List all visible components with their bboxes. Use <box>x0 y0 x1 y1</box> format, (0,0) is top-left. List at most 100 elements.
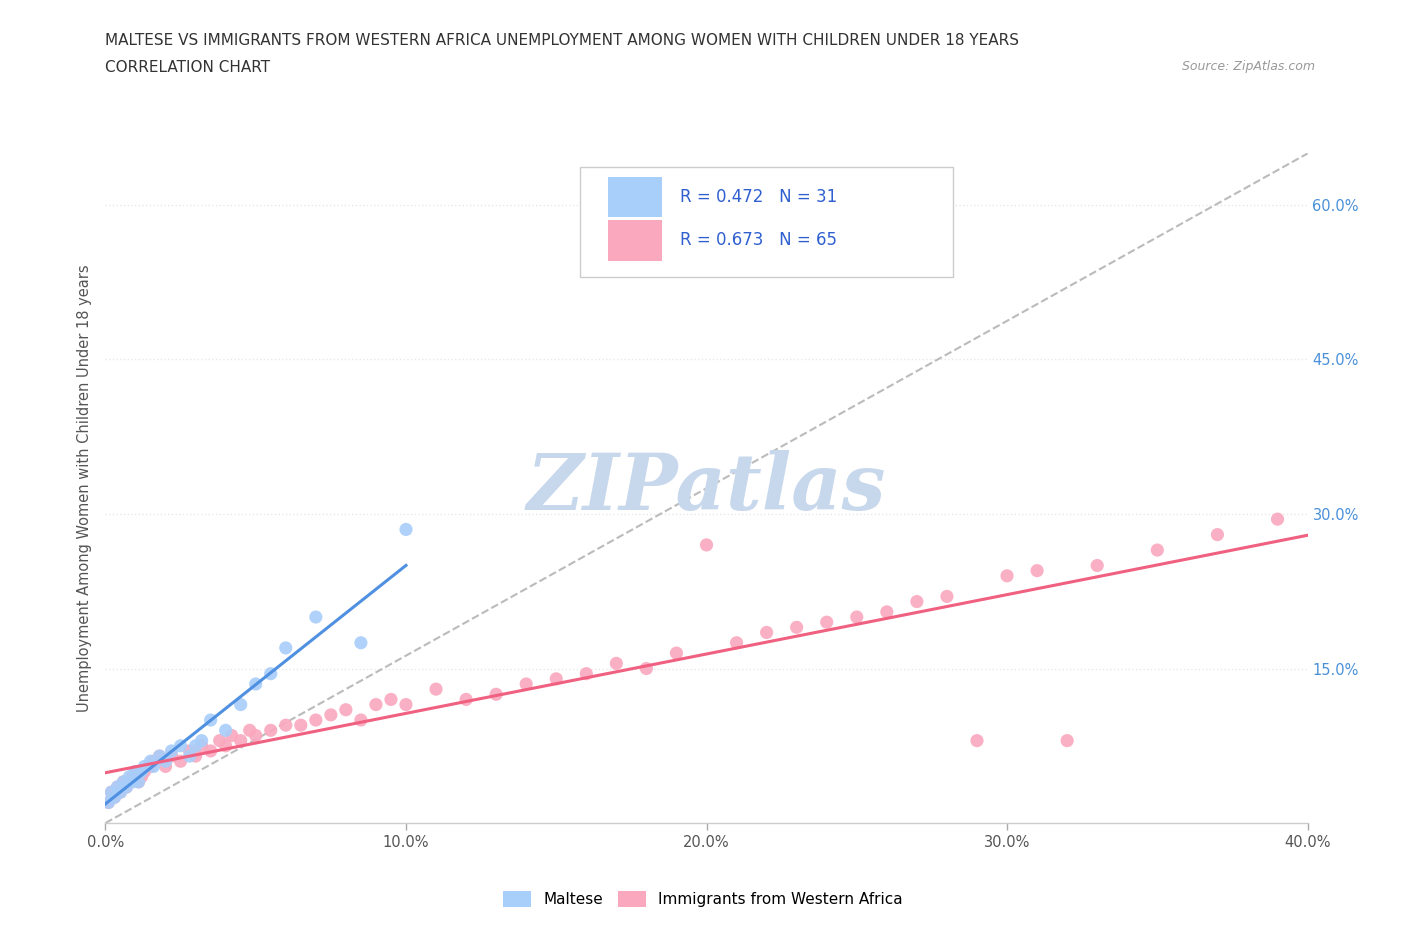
Point <box>725 635 748 650</box>
Point <box>200 712 222 727</box>
Point <box>131 769 153 784</box>
Point <box>239 723 262 737</box>
Point <box>107 779 129 794</box>
Point <box>395 522 418 537</box>
Point <box>1056 733 1078 748</box>
Point <box>665 645 688 660</box>
Point <box>200 743 222 758</box>
Bar <box>607 177 662 217</box>
Point <box>155 759 177 774</box>
Point <box>575 666 598 681</box>
Point <box>1026 564 1049 578</box>
Point <box>124 764 146 779</box>
Point <box>214 738 236 753</box>
Point <box>966 733 988 748</box>
Point <box>142 754 165 769</box>
Point <box>1267 512 1289 526</box>
Point <box>350 635 373 650</box>
Point <box>786 620 808 635</box>
Point <box>169 738 191 753</box>
Point <box>485 687 508 702</box>
Point <box>112 775 135 790</box>
Point <box>936 589 959 604</box>
Point <box>380 692 402 707</box>
Point <box>245 676 267 691</box>
Point <box>103 790 125 804</box>
Point <box>425 682 447 697</box>
Point <box>160 743 183 758</box>
Point <box>134 764 156 779</box>
Point <box>100 785 122 800</box>
Point <box>97 795 120 810</box>
Point <box>274 641 297 656</box>
Point <box>260 666 283 681</box>
Point <box>128 775 150 790</box>
Point <box>229 733 252 748</box>
Point <box>190 733 212 748</box>
Point <box>160 749 183 764</box>
Point <box>995 568 1018 583</box>
Point <box>134 759 156 774</box>
Point <box>1146 542 1168 557</box>
Point <box>364 698 387 712</box>
Point <box>115 779 138 794</box>
Text: ZIPatlas: ZIPatlas <box>527 450 886 526</box>
Point <box>905 594 928 609</box>
Bar <box>607 220 662 260</box>
Point <box>696 538 718 552</box>
Text: CORRELATION CHART: CORRELATION CHART <box>105 60 270 75</box>
Point <box>350 712 373 727</box>
Point <box>1085 558 1108 573</box>
Point <box>290 718 312 733</box>
Point <box>274 718 297 733</box>
Point <box>229 698 252 712</box>
Point <box>515 676 537 691</box>
Point <box>1206 527 1229 542</box>
Point <box>112 775 135 790</box>
Point <box>110 785 132 800</box>
Point <box>305 712 328 727</box>
Point <box>118 769 141 784</box>
Point <box>155 754 177 769</box>
Point <box>395 698 418 712</box>
Point <box>845 609 868 624</box>
Point <box>335 702 357 717</box>
Point <box>128 775 150 790</box>
Point <box>260 723 283 737</box>
Point <box>245 728 267 743</box>
Legend: Maltese, Immigrants from Western Africa: Maltese, Immigrants from Western Africa <box>498 884 908 913</box>
Point <box>190 738 212 753</box>
Point <box>139 754 162 769</box>
Point <box>100 785 122 800</box>
Point <box>208 733 231 748</box>
Point <box>97 795 120 810</box>
Point <box>139 759 162 774</box>
FancyBboxPatch shape <box>581 166 953 277</box>
Point <box>179 749 201 764</box>
Point <box>115 779 138 794</box>
Text: R = 0.472   N = 31: R = 0.472 N = 31 <box>681 188 838 206</box>
Point <box>636 661 658 676</box>
Point <box>184 738 207 753</box>
Point <box>103 790 125 804</box>
Point <box>107 779 129 794</box>
Point <box>121 775 143 790</box>
Point <box>148 749 170 764</box>
Point <box>184 749 207 764</box>
Point <box>319 708 342 723</box>
Point <box>876 604 898 619</box>
Point <box>124 764 146 779</box>
Point <box>179 743 201 758</box>
Text: MALTESE VS IMMIGRANTS FROM WESTERN AFRICA UNEMPLOYMENT AMONG WOMEN WITH CHILDREN: MALTESE VS IMMIGRANTS FROM WESTERN AFRIC… <box>105 33 1019 47</box>
Point <box>815 615 838 630</box>
Point <box>221 728 243 743</box>
Point <box>454 692 477 707</box>
Point <box>169 754 191 769</box>
Point <box>605 656 627 671</box>
Y-axis label: Unemployment Among Women with Children Under 18 years: Unemployment Among Women with Children U… <box>77 264 93 712</box>
Point <box>305 609 328 624</box>
Text: R = 0.673   N = 65: R = 0.673 N = 65 <box>681 232 837 249</box>
Point <box>148 749 170 764</box>
Text: Source: ZipAtlas.com: Source: ZipAtlas.com <box>1181 60 1315 73</box>
Point <box>755 625 778 640</box>
